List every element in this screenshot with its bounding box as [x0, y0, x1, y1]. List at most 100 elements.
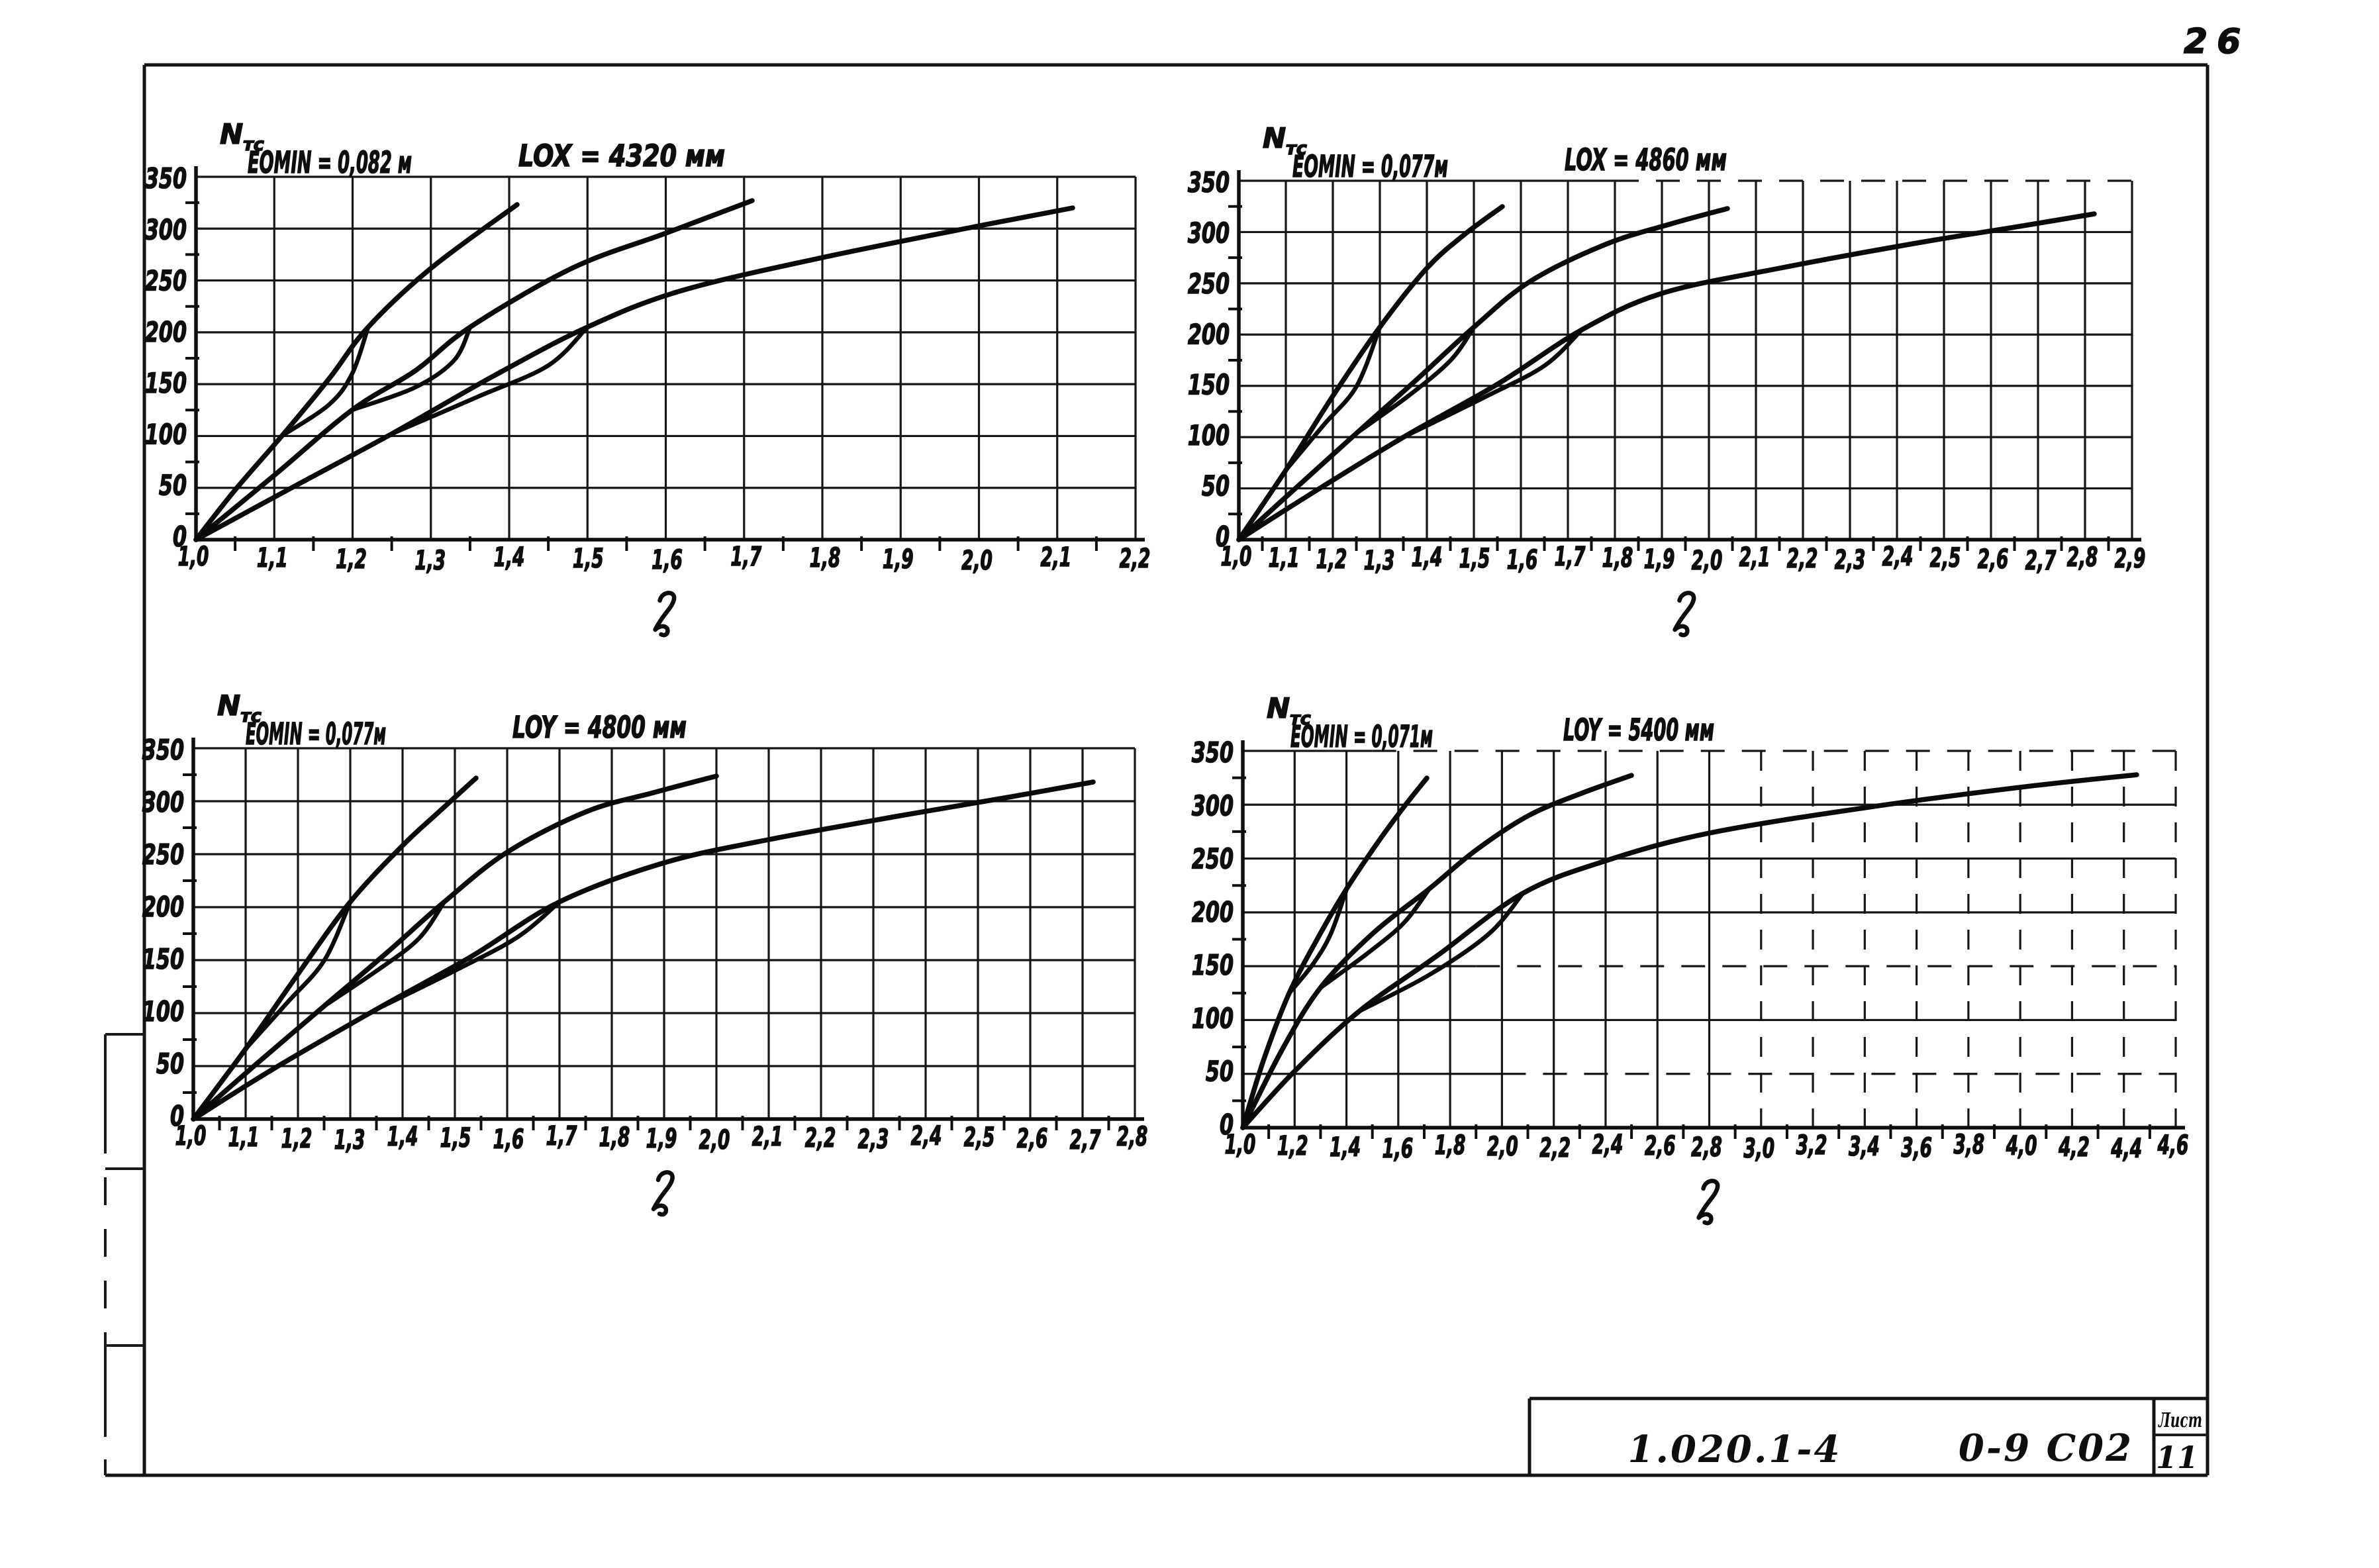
page-frame: [105, 63, 2209, 1477]
chart-4-x-tick-label: 2,8: [1691, 1132, 1722, 1162]
chart-2-x-tick-label: 1,7: [1555, 541, 1586, 571]
chart-1-y-tick-label: 0: [173, 520, 187, 553]
chart-1-x-tick-label: 2,2: [1120, 543, 1151, 573]
chart-4-x-tick-label: 1,6: [1382, 1133, 1413, 1163]
chart-2-x-tick-label: 1,9: [1644, 544, 1675, 574]
chart-4-x-tick-label: 3,8: [1954, 1129, 1985, 1159]
chart-1-y-tick-label: 100: [145, 418, 187, 450]
chart-2: 1,0 1,1 1,2 1,3 1,4 1,5 1,6 1,7 1,8 1,9 2,0 2,1 2,2 2…: [1187, 121, 2146, 638]
chart-4-x-tick-label: 4,6: [2157, 1130, 2189, 1160]
chart-1-grid: [196, 175, 1137, 540]
chart-1-param-eomin-label: EOMIN = 0,082 м: [248, 145, 412, 180]
chart-2-x-tick-label: 1,2: [1316, 544, 1347, 574]
chart-4-y-tick-label: 150: [1192, 949, 1234, 981]
chart-4: 1,0 1,2 1,4 1,6 1,8 2,0 2,2 2,4 2,6 2,8 3,0 3,2 3,4 3…: [1191, 691, 2189, 1226]
chart-2-y-tick-label: 0: [1216, 520, 1230, 553]
title-block-document-code: 0-9 С02: [1959, 1426, 2133, 1470]
chart-2-x-tick-label: 2,7: [2025, 545, 2057, 575]
chart-1-x-tick-label: 2,0: [961, 545, 993, 575]
chart-1-x-tick-label: 1,4: [494, 542, 525, 572]
chart-1-x-tick-label: 1,2: [336, 544, 367, 574]
chart-1-x-tick-label: 1,8: [810, 542, 841, 573]
chart-2-x-tick-label: 1,4: [1412, 542, 1443, 572]
chart-1-y-tick-label: 200: [145, 316, 187, 348]
title-block-series: 1.020.1-4: [1627, 1428, 1841, 1471]
chart-4-y-tick-label: 50: [1206, 1055, 1234, 1088]
chart-2-x-tick-label: 1,3: [1364, 545, 1395, 575]
chart-2-y-tick-label: 350: [1188, 166, 1230, 199]
chart-4-param-length-label: LOY = 5400 мм: [1563, 712, 1714, 748]
chart-4-x-tick-label: 2,0: [1487, 1131, 1518, 1161]
chart-1-curve-1: [193, 202, 520, 542]
chart-4-grid: [1243, 750, 2177, 1128]
chart-3-y-tick-label: 150: [142, 943, 184, 975]
chart-1-curve-3: [193, 205, 1075, 542]
title-block: 1.020.1-4 0-9 С02 Лист 11: [1528, 1396, 2208, 1475]
chart-4-curve-2: [1240, 773, 1634, 1130]
chart-2-x-tick-label: 2,9: [2115, 543, 2146, 573]
chart-3-y-tick-label: 100: [142, 995, 184, 1028]
chart-4-x-tick-label: 4,0: [2006, 1130, 2037, 1161]
chart-4-param-eomin-label: EOMIN = 0,071м: [1290, 719, 1433, 754]
chart-3-x-axis-symbol-icon: [651, 1170, 675, 1217]
chart-2-x-tick-label: 1,1: [1269, 542, 1300, 573]
chart-3-x-tick-label: 2,0: [699, 1124, 730, 1155]
chart-4-x-tick-label: 1,4: [1330, 1132, 1361, 1162]
chart-2-y-tick-label: 250: [1188, 268, 1230, 300]
chart-3-x-tick-label: 2,5: [964, 1122, 995, 1152]
chart-4-x-tick-label: 4,2: [2058, 1132, 2090, 1162]
chart-2-y-tick-label: 50: [1202, 470, 1230, 503]
chart-3-y-tick-label: 300: [142, 786, 184, 818]
chart-3-y-axis-label: Nтс: [217, 689, 262, 726]
chart-1-x-tick-label: 1,6: [652, 544, 683, 575]
chart-3-x-tick-label: 1,3: [334, 1124, 365, 1155]
chart-2-y-tick-label: 200: [1188, 318, 1230, 350]
chart-2-x-tick-label: 2,1: [1739, 542, 1771, 572]
chart-4-y-tick-label: 100: [1192, 1002, 1234, 1034]
chart-2-curve-1-branch: [1283, 324, 1383, 473]
chart-4-x-tick-label: 2,4: [1592, 1129, 1624, 1159]
chart-3-x-tick-label: 1,7: [546, 1120, 577, 1151]
chart-1-y-tick-label: 300: [145, 213, 187, 246]
chart-2-curve-3: [1236, 211, 2097, 542]
chart-4-x-tick-label: 1,0: [1225, 1129, 1256, 1159]
chart-2-x-tick-label: 2,0: [1692, 545, 1723, 575]
chart-3-y-tick-label: 50: [156, 1048, 184, 1080]
chart-1-curve-2-branch: [350, 324, 473, 413]
chart-1-x-tick-label: 1,5: [573, 543, 604, 573]
chart-3-x-tick-label: 2,7: [1070, 1124, 1101, 1155]
chart-4-y-tick-label: 200: [1192, 896, 1234, 928]
chart-3-x-tick-label: 2,4: [911, 1120, 942, 1151]
chart-2-x-tick-label: 2,5: [1930, 542, 1961, 573]
chart-3-curve-3-branch: [374, 899, 562, 1012]
chart-1-x-tick-label: 1,0: [178, 541, 209, 571]
chart-2-x-tick-label: 2,2: [1787, 543, 1818, 573]
chart-3-param-eomin-label: EOMIN = 0,077м: [246, 716, 386, 752]
title-block-sheet-caption: Лист: [2158, 1409, 2202, 1432]
chart-4-x-tick-label: 3,4: [1849, 1131, 1880, 1161]
chart-4-curve-3-branch: [1357, 891, 1526, 1014]
chart-4-curve-1-branch: [1287, 886, 1349, 996]
chart-2-x-tick-label: 1,5: [1459, 543, 1490, 573]
chart-2-curve-1: [1236, 204, 1505, 542]
chart-2-x-tick-label: 2,3: [1835, 544, 1866, 575]
title-block-sheet-number: 11: [2156, 1440, 2198, 1475]
chart-3-x-tick-label: 1,9: [646, 1123, 677, 1153]
chart-1-y-tick-label: 150: [145, 367, 187, 399]
chart-4-x-tick-label: 3,0: [1743, 1133, 1774, 1163]
chart-1-x-tick-label: 1,9: [883, 544, 914, 574]
chart-2-curve-3-branch: [1401, 327, 1584, 440]
chart-4-x-tick-label: 1,8: [1435, 1130, 1466, 1160]
chart-1-x-tick-label: 1,7: [730, 541, 761, 571]
chart-3-x-tick-label: 2,6: [1017, 1123, 1048, 1153]
chart-3-grid: [193, 747, 1136, 1119]
chart-3-x-tick-label: 1,8: [599, 1122, 630, 1152]
chart-4-curve-2-branch: [1318, 886, 1432, 991]
chart-3-x-tick-label: 2,3: [858, 1124, 889, 1154]
chart-2-param-length-label: LOX = 4860 мм: [1565, 142, 1727, 177]
chart-3-curve-1-branch: [243, 899, 353, 1052]
chart-3: 1,0 1,1 1,2 1,3 1,4 1,5 1,6 1,7 1,8 1,9 2,0 2,1 2,2 2…: [142, 689, 1148, 1217]
chart-3-x-tick-label: 2,8: [1117, 1121, 1148, 1152]
